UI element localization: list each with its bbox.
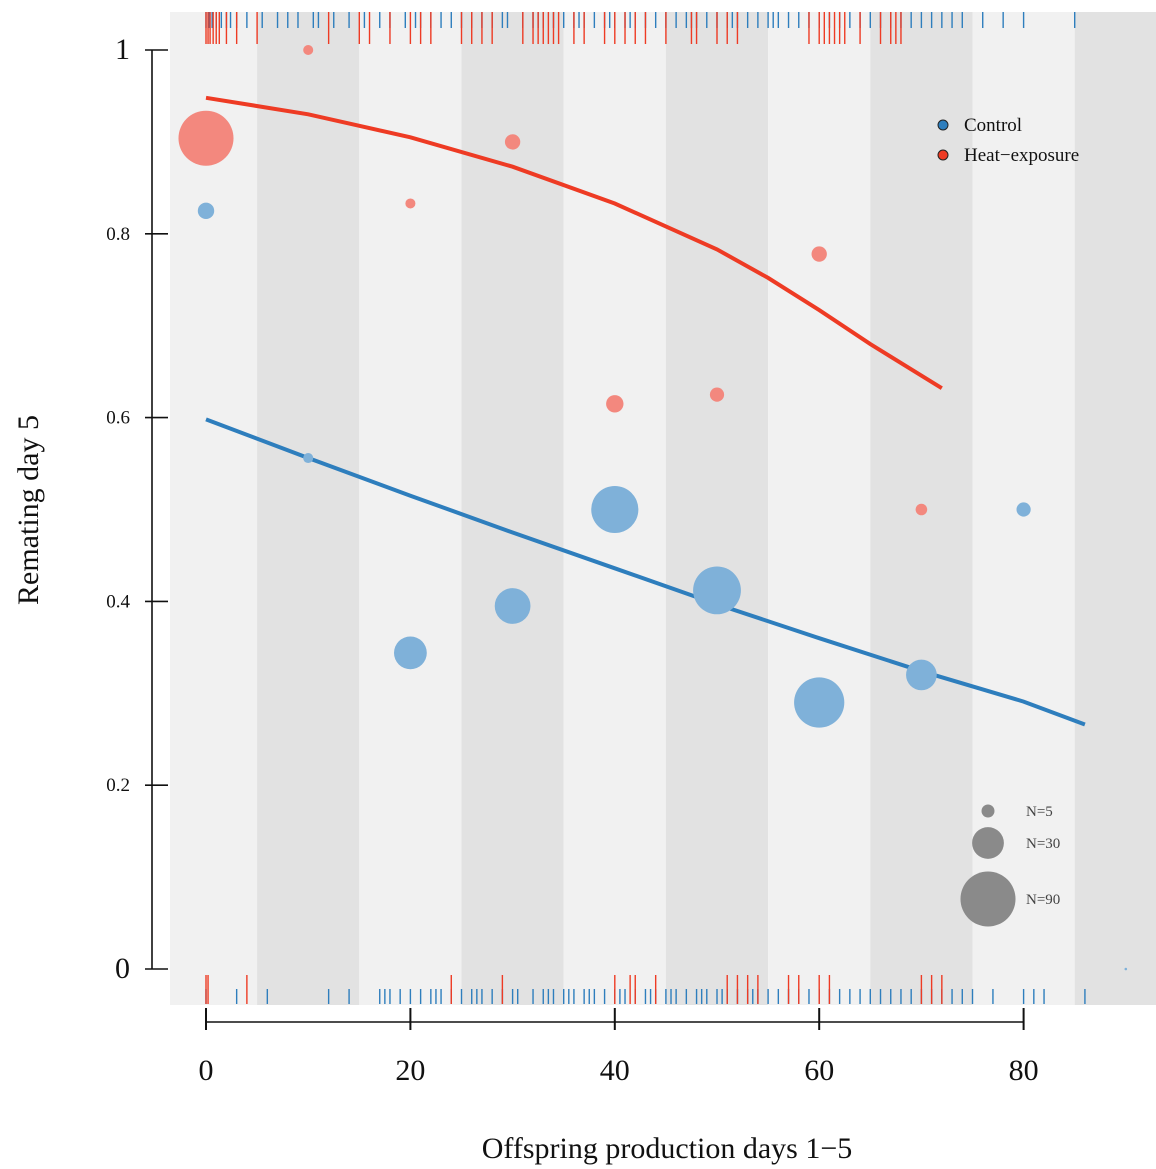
y-axis-title: Remating day 5 [12, 415, 45, 605]
x-axis: 0 20 40 60 80 [199, 1008, 1039, 1087]
point-heat-exposure [606, 395, 624, 413]
y-axis: 0 0.2 0.4 0.6 0.8 1 [106, 33, 168, 985]
background-band [461, 12, 564, 1005]
size-legend-marker-n5 [981, 804, 995, 818]
background-band [665, 12, 769, 1005]
point-control [693, 566, 741, 615]
data-points [178, 44, 1128, 971]
point-control [393, 636, 427, 670]
size-legend-label-n90: N=90 [1026, 892, 1060, 908]
fit-line-heat-exposure [205, 95, 943, 390]
point-control [794, 677, 845, 728]
size-legend-label-n5: N=5 [1026, 804, 1053, 820]
size-legend-marker-n90 [960, 871, 1016, 927]
point-control [906, 659, 937, 691]
legend: Control Heat−exposure [937, 115, 1079, 166]
point-heat-exposure [405, 198, 416, 209]
x-tick-label: 60 [804, 1054, 834, 1087]
size-legend-marker-n30 [972, 827, 1004, 859]
point-control [494, 588, 531, 624]
point-heat-exposure [811, 246, 827, 262]
point-control [1016, 502, 1031, 517]
x-tick-label: 0 [199, 1054, 214, 1087]
y-tick-label: 0.4 [106, 591, 130, 612]
fit-lines [205, 95, 1086, 727]
background-band [170, 12, 258, 1005]
rug-marks [205, 12, 1086, 1004]
y-tick-label: 0.8 [106, 224, 130, 245]
point-heat-exposure [915, 503, 928, 516]
x-axis-title: Offspring production days 1−5 [482, 1132, 853, 1165]
point-control [591, 485, 639, 534]
point-control [1124, 967, 1128, 971]
background-band [257, 12, 360, 1005]
y-tick-label: 0.2 [106, 775, 130, 796]
x-tick-label: 20 [395, 1054, 425, 1087]
size-legend: N=5 N=30 N=90 [960, 804, 1060, 927]
fit-line-control [205, 417, 1086, 727]
legend-marker-heat-exposure [937, 149, 949, 161]
point-control [197, 202, 215, 220]
legend-label-heat-exposure: Heat−exposure [964, 145, 1079, 166]
y-tick-label: 1 [115, 33, 130, 66]
legend-label-control: Control [964, 115, 1022, 136]
y-tick-label: 0.6 [106, 408, 130, 429]
x-tick-label: 40 [600, 1054, 630, 1087]
x-tick-label: 80 [1009, 1054, 1039, 1087]
background-band [768, 12, 871, 1005]
point-heat-exposure [178, 110, 234, 166]
point-heat-exposure [709, 387, 725, 402]
background-band [1074, 12, 1156, 1005]
size-legend-label-n30: N=30 [1026, 836, 1060, 852]
point-control [303, 453, 314, 464]
legend-marker-control [937, 119, 949, 131]
point-heat-exposure [303, 44, 314, 56]
point-heat-exposure [504, 134, 521, 150]
y-tick-label: 0 [115, 952, 130, 985]
